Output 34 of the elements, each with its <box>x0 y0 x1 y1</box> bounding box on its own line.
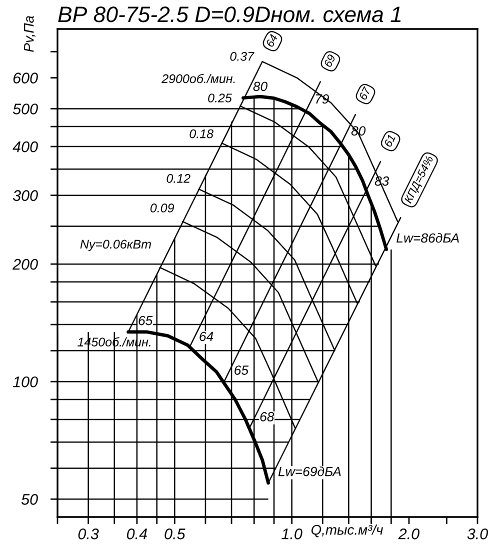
y-axis-title: Pv,Па <box>24 16 36 52</box>
series-label: 0.12 <box>166 174 190 183</box>
annotation: 65 <box>234 365 249 375</box>
series-label: 0.18 <box>190 129 214 138</box>
y-tick-label: 400 <box>12 141 38 152</box>
annotation: 69 <box>324 54 336 68</box>
annotation: 64 <box>266 34 278 48</box>
annotation: 64 <box>200 332 214 342</box>
y-tick-label: 500 <box>12 104 38 114</box>
series-label: 2900об./мин. <box>162 74 235 84</box>
x-axis-title: Q,тыс.м³/ч <box>311 524 383 538</box>
annotation: 67 <box>358 86 372 100</box>
series-label: 0.25 <box>208 94 232 102</box>
x-tick-label: 0.4 <box>126 528 147 540</box>
annotation: Lw=86дБА <box>396 232 459 243</box>
x-tick-label: 1.0 <box>282 528 302 540</box>
annotation: 80 <box>253 82 268 92</box>
annotation: 65 <box>138 316 153 326</box>
x-tick-label: 3.0 <box>467 528 488 540</box>
annotation: 68 <box>260 412 274 422</box>
chart-title: ВР 80-75-2.5 D=0.9Dном. схема 1 <box>58 6 401 22</box>
y-tick-label: 600 <box>13 72 38 84</box>
y-tick-label: 300 <box>12 190 38 201</box>
series-label: Ny=0.06кВт <box>80 240 151 252</box>
x-tick-label: 0.3 <box>78 528 99 540</box>
x-tick-label: 2.0 <box>398 528 420 540</box>
series-label: 0.37 <box>230 52 254 61</box>
x-tick-label: 0.5 <box>164 528 186 540</box>
annotation: 61 <box>384 134 396 148</box>
y-tick-label: 50 <box>21 494 38 505</box>
series-label: 0.09 <box>150 204 174 212</box>
annotation: Lw=69дБА <box>278 466 341 476</box>
y-tick-label: 200 <box>12 258 38 270</box>
y-tick-label: 100 <box>12 376 38 388</box>
